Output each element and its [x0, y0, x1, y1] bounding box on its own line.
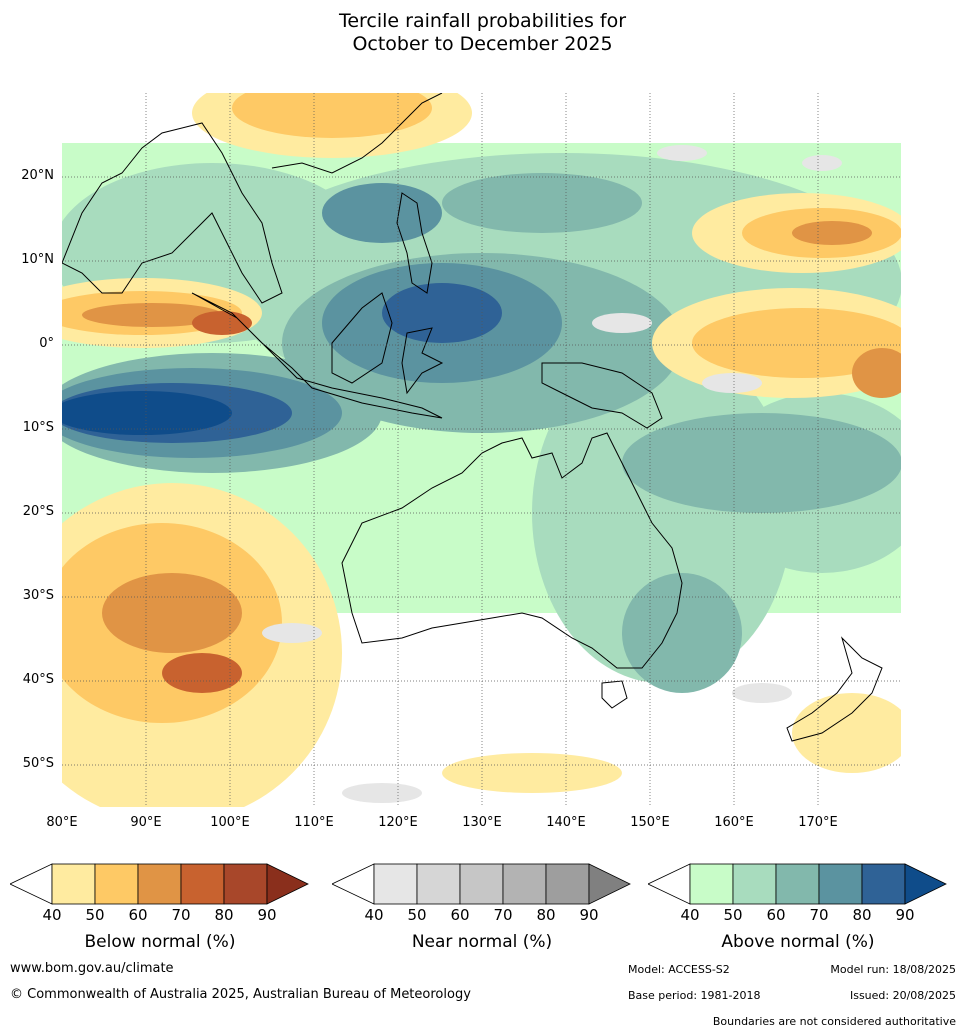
lon-label-120e: 120°E [378, 815, 418, 830]
cb-near-tick-40: 40 [364, 906, 383, 922]
cb-below-tick-70: 70 [171, 906, 190, 922]
boundaries-disclaimer: Boundaries are not considered authoritat… [712, 1015, 956, 1028]
colorbar-near-svg: 40 50 60 70 80 90 [331, 863, 631, 924]
cb-above-swatch-2 [732, 863, 777, 905]
lat-label-0: 0° [39, 336, 54, 351]
copyright-notice: © Commonwealth of Australia 2025, Austra… [10, 987, 471, 1002]
borneo-coastline [331, 292, 393, 384]
lon-label-110e: 110°E [294, 815, 334, 830]
near-normal-shading [262, 145, 842, 803]
cb-above-tick-50: 50 [723, 906, 742, 922]
asia-coastline [62, 122, 283, 304]
colorbar-below-normal: 40 50 60 70 80 90 [9, 862, 310, 926]
sumatra-java-coastline [191, 292, 443, 419]
cb-near-tick-80: 80 [536, 906, 555, 922]
cb-below-tick-90: 90 [257, 906, 276, 922]
map-title: Tercile rainfall probabilities for Octob… [0, 10, 965, 56]
sulawesi-coastline [401, 327, 444, 395]
cb-below-swatch-4 [180, 863, 225, 905]
cb-below-swatch-5 [223, 863, 268, 905]
lat-label-20s: 20°S [22, 504, 54, 519]
model-name: Model: ACCESS-S2 [628, 963, 730, 976]
australia-coastline [341, 432, 683, 669]
cb-above-tick-80: 80 [852, 906, 871, 922]
cb-near-tick-70: 70 [493, 906, 512, 922]
china-coastline [271, 93, 443, 174]
cb-below-tick-40: 40 [42, 906, 61, 922]
lon-label-140e: 140°E [546, 815, 586, 830]
cb-below-tick-80: 80 [214, 906, 233, 922]
lat-label-50s: 50°S [22, 756, 54, 771]
cb-near-swatch-5 [545, 863, 590, 905]
colorbar-below-title: Below normal (%) [84, 932, 236, 952]
cb-near-swatch-3 [459, 863, 504, 905]
lon-label-80e: 80°E [46, 815, 78, 830]
lon-label-100e: 100°E [210, 815, 250, 830]
cb-above-swatch-1 [689, 863, 734, 905]
cb-below-swatch-3 [137, 863, 182, 905]
colorbar-above-svg: 40 50 60 70 80 90 [647, 863, 947, 924]
cb-near-tick-60: 60 [450, 906, 469, 922]
philippines-coastline [396, 192, 433, 294]
title-line-1: Tercile rainfall probabilities for [338, 10, 627, 32]
lon-label-170e: 170°E [798, 815, 838, 830]
cb-near-swatch-4 [502, 863, 547, 905]
cb-above-swatch-5 [861, 863, 906, 905]
colorbar-below-svg: 40 50 60 70 80 90 [9, 863, 309, 924]
colorbar-above-normal: 40 50 60 70 80 90 [647, 862, 948, 926]
cb-above-tick-40: 40 [680, 906, 699, 922]
colorbar-near-title: Near normal (%) [411, 932, 553, 952]
colorbar-above-title: Above normal (%) [721, 932, 875, 952]
base-period: Base period: 1981-2018 [628, 989, 761, 1002]
cb-near-tick-50: 50 [407, 906, 426, 922]
lat-label-30s: 30°S [22, 588, 54, 603]
website-link[interactable]: www.bom.gov.au/climate [10, 961, 174, 976]
tasmania-coastline [601, 680, 628, 709]
cb-above-tick-70: 70 [809, 906, 828, 922]
rainfall-map [62, 93, 901, 807]
cb-below-tick-60: 60 [128, 906, 147, 922]
map-canvas [62, 93, 901, 807]
lat-label-40s: 40°S [22, 672, 54, 687]
cb-above-tick-60: 60 [766, 906, 785, 922]
colorbar-near-normal: 40 50 60 70 80 90 [331, 862, 632, 926]
lon-label-90e: 90°E [130, 815, 162, 830]
below-normal-shading [62, 93, 901, 807]
cb-above-swatch-3 [775, 863, 820, 905]
cb-below-tick-50: 50 [85, 906, 104, 922]
lon-label-130e: 130°E [462, 815, 502, 830]
cb-near-swatch-2 [416, 863, 461, 905]
map-gridlines [62, 93, 901, 807]
lat-label-20n: 20°N [21, 168, 54, 183]
new-zealand-coastline [786, 636, 883, 742]
cb-near-swatch-1 [373, 863, 418, 905]
model-run-date: Model run: 18/08/2025 [830, 963, 956, 976]
cb-above-tick-90: 90 [895, 906, 914, 922]
lon-label-160e: 160°E [714, 815, 754, 830]
title-line-2: October to December 2025 [352, 33, 613, 55]
lon-label-150e: 150°E [630, 815, 670, 830]
cb-near-tick-90: 90 [579, 906, 598, 922]
cb-below-swatch-1 [51, 863, 96, 905]
issued-date: Issued: 20/08/2025 [849, 989, 956, 1002]
new-guinea-coastline [541, 362, 663, 429]
lat-label-10s: 10°S [22, 420, 54, 435]
cb-above-swatch-4 [818, 863, 863, 905]
lat-label-10n: 10°N [21, 252, 54, 267]
cb-below-swatch-2 [94, 863, 139, 905]
